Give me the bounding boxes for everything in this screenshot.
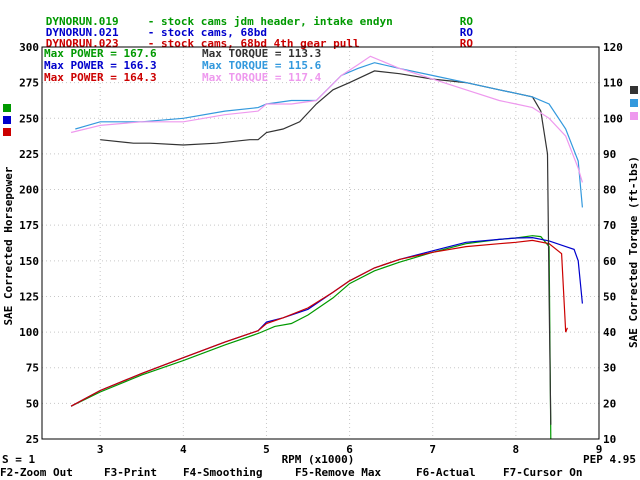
y-tick-label: 125 [19,290,39,303]
run-color-marker-green [3,104,11,112]
x-tick-label: 5 [263,443,270,456]
run-description: - stock cams jdm header, intake endyn [147,15,393,28]
y-tick-label: 275 [19,77,39,90]
run-file-name: DYNORUN.019 [45,15,119,28]
y2-tick-label: 70 [603,219,616,232]
run-description: - stock cams, 68bd [147,26,267,39]
y-tick-label: 250 [19,112,39,125]
x-tick-label: 6 [346,443,353,456]
x-axis-label: RPM (x1000) [282,453,355,466]
y2-tick-label: 60 [603,255,616,268]
torque-series-line [75,62,583,208]
smoothing-key[interactable]: F4-Smoothing [183,466,263,479]
y-tick-label: 200 [19,184,39,197]
smoothing-status: S = 1 [2,453,36,466]
y2-tick-label: 90 [603,148,616,161]
max-torque-023: Max TORQUE = 117.4 [202,71,322,84]
tick-layer: 3 4 5 6 7 8 9 25 50 75 100 125 150 175 200 225 250 275 300… [19,41,623,456]
x-tick-label: 4 [180,443,187,456]
cursor-on-key[interactable]: F7-Cursor On [503,466,583,479]
y-axis-label: SAE Corrected Horsepower [2,166,15,325]
power-series-line [70,235,552,440]
run-flag: RO [459,15,473,28]
zoom-out-key[interactable]: F2-Zoom Out [0,466,73,479]
y2-tick-label: 20 [603,397,616,410]
max-power-021: Max POWER = 166.3 [44,59,157,72]
y-tick-label: 50 [26,397,39,410]
y2-tick-label: 30 [603,362,616,375]
plot-frame [41,46,600,440]
y2-tick-label: 50 [603,290,616,303]
x-tick-label: 8 [513,443,520,456]
y-tick-label: 175 [19,219,39,232]
y-tick-label: 25 [26,433,39,446]
max-power-023: Max POWER = 164.3 [44,71,157,84]
torque-series-line [70,55,583,183]
y2-tick-label: 80 [603,184,616,197]
x-tick-label: 9 [596,443,603,456]
run-color-marker-pink [630,112,638,120]
x-tick-label: 3 [97,443,104,456]
run-file-name: DYNORUN.021 [45,26,119,39]
run-flag: RO [459,26,473,39]
torque-series-line [100,70,552,425]
run-color-marker-blue [3,116,11,124]
run-entry-019[interactable]: DYNORUN.019 - stock cams jdm header, inta… [6,2,473,41]
run-entry-021[interactable]: DYNORUN.021 - stock cams, 68bd RO [6,13,473,52]
y2-tick-label: 10 [603,433,616,446]
max-torque-019: Max TORQUE = 113.3 [202,47,321,60]
y-tick-label: 75 [26,362,39,375]
y-tick-label: 150 [19,255,39,268]
y2-tick-label: 110 [603,77,623,90]
y-tick-label: 225 [19,148,39,161]
y2-axis-label: SAE Corrected Torque (ft-lbs) [627,156,640,348]
run-color-marker-red [3,128,11,136]
actual-key[interactable]: F6-Actual [416,466,476,479]
version-label: PEP 4.95 [583,453,636,466]
y2-tick-label: 120 [603,41,623,54]
power-series-line [70,236,583,407]
max-torque-021: Max TORQUE = 115.6 [202,59,322,72]
series-layer [70,55,583,440]
max-power-019: Max POWER = 167.6 [44,47,157,60]
y-tick-label: 100 [19,326,39,339]
remove-max-key[interactable]: F5-Remove Max [295,466,382,479]
function-key-bar: F2-Zoom Out F3-Print F4-Smoothing F5-Rem… [0,466,640,480]
y-tick-label: 300 [19,41,39,54]
y2-tick-label: 40 [603,326,616,339]
x-tick-label: 7 [429,443,436,456]
max-values-box: Max POWER = 167.6 Max POWER = 166.3 Max … [44,47,322,84]
print-key[interactable]: F3-Print [104,466,157,479]
run-color-marker-gray [630,86,638,94]
run-color-marker-lightblue [630,99,638,107]
power-series-line [70,239,568,407]
y2-tick-label: 100 [603,112,623,125]
